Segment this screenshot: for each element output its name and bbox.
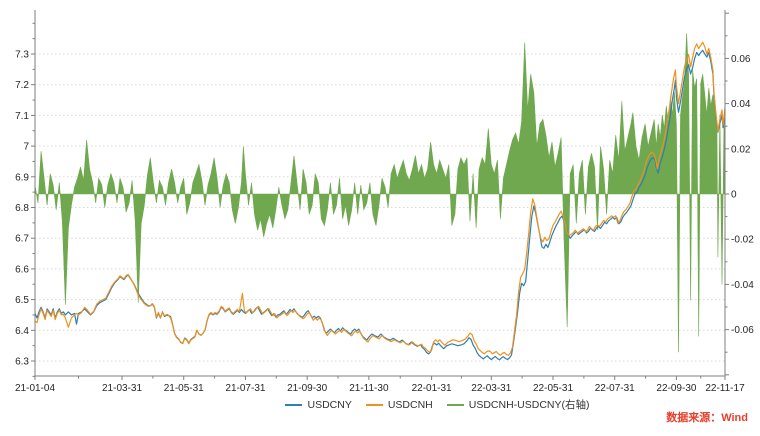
x-tick-label: 21-01-04 bbox=[15, 383, 55, 394]
usdcnh-line bbox=[34, 41, 726, 356]
spread-area bbox=[34, 33, 726, 353]
x-tick-label: 22-05-31 bbox=[533, 383, 573, 394]
y-left-tick-label: 6.4 bbox=[15, 326, 29, 337]
legend-item-usdcnh: USDCNH bbox=[365, 399, 433, 411]
y-left-tick-label: 7.1 bbox=[15, 111, 29, 122]
chart-legend: USDCNY USDCNH USDCNH-USDCNY(右轴) bbox=[0, 399, 760, 411]
y-right-tick-label: -0.06 bbox=[731, 325, 754, 336]
y-right-tick-label: 0.02 bbox=[731, 144, 751, 155]
y-left-tick-label: 7.3 bbox=[15, 50, 29, 61]
legend-swatch bbox=[446, 404, 464, 406]
y-right-tick-label: 0.04 bbox=[731, 99, 751, 110]
legend-item-usdcny: USDCNY bbox=[285, 399, 352, 411]
y-left-tick-label: 6.5 bbox=[15, 295, 29, 306]
data-source-label: 数据来源：Wind bbox=[666, 412, 748, 424]
y-left-tick-label: 6.7 bbox=[15, 234, 29, 245]
x-tick-label: 21-05-31 bbox=[164, 383, 204, 394]
y-left-tick-label: 7 bbox=[23, 142, 29, 153]
x-tick-label: 21-09-30 bbox=[287, 383, 327, 394]
y-left-tick-label: 6.6 bbox=[15, 264, 29, 275]
x-tick-label: 22-11-17 bbox=[705, 383, 745, 394]
x-tick-label: 21-03-31 bbox=[102, 383, 142, 394]
y-right-tick-label: -0.02 bbox=[731, 235, 754, 246]
y-right-tick-label: 0 bbox=[731, 190, 737, 201]
legend-item-spread: USDCNH-USDCNY(右轴) bbox=[446, 399, 590, 411]
x-tick-label: 21-07-31 bbox=[225, 383, 265, 394]
x-tick-label: 22-01-31 bbox=[412, 383, 452, 394]
y-left-tick-label: 6.3 bbox=[15, 357, 29, 368]
legend-label: USDCNY bbox=[307, 399, 352, 411]
legend-label: USDCNH-USDCNY(右轴) bbox=[468, 399, 590, 411]
y-right-tick-label: 0.06 bbox=[731, 54, 751, 65]
y-right-tick-label: -0.04 bbox=[731, 280, 754, 291]
legend-swatch bbox=[365, 404, 383, 406]
x-tick-label: 22-09-30 bbox=[656, 383, 696, 394]
y-left-tick-label: 7.2 bbox=[15, 80, 29, 91]
x-tick-label: 22-03-31 bbox=[471, 383, 511, 394]
x-tick-label: 21-11-30 bbox=[349, 383, 389, 394]
legend-swatch bbox=[285, 404, 303, 406]
legend-label: USDCNH bbox=[387, 399, 433, 411]
y-left-tick-label: 6.8 bbox=[15, 203, 29, 214]
y-left-tick-label: 6.9 bbox=[15, 172, 29, 183]
x-tick-label: 22-07-31 bbox=[595, 383, 635, 394]
